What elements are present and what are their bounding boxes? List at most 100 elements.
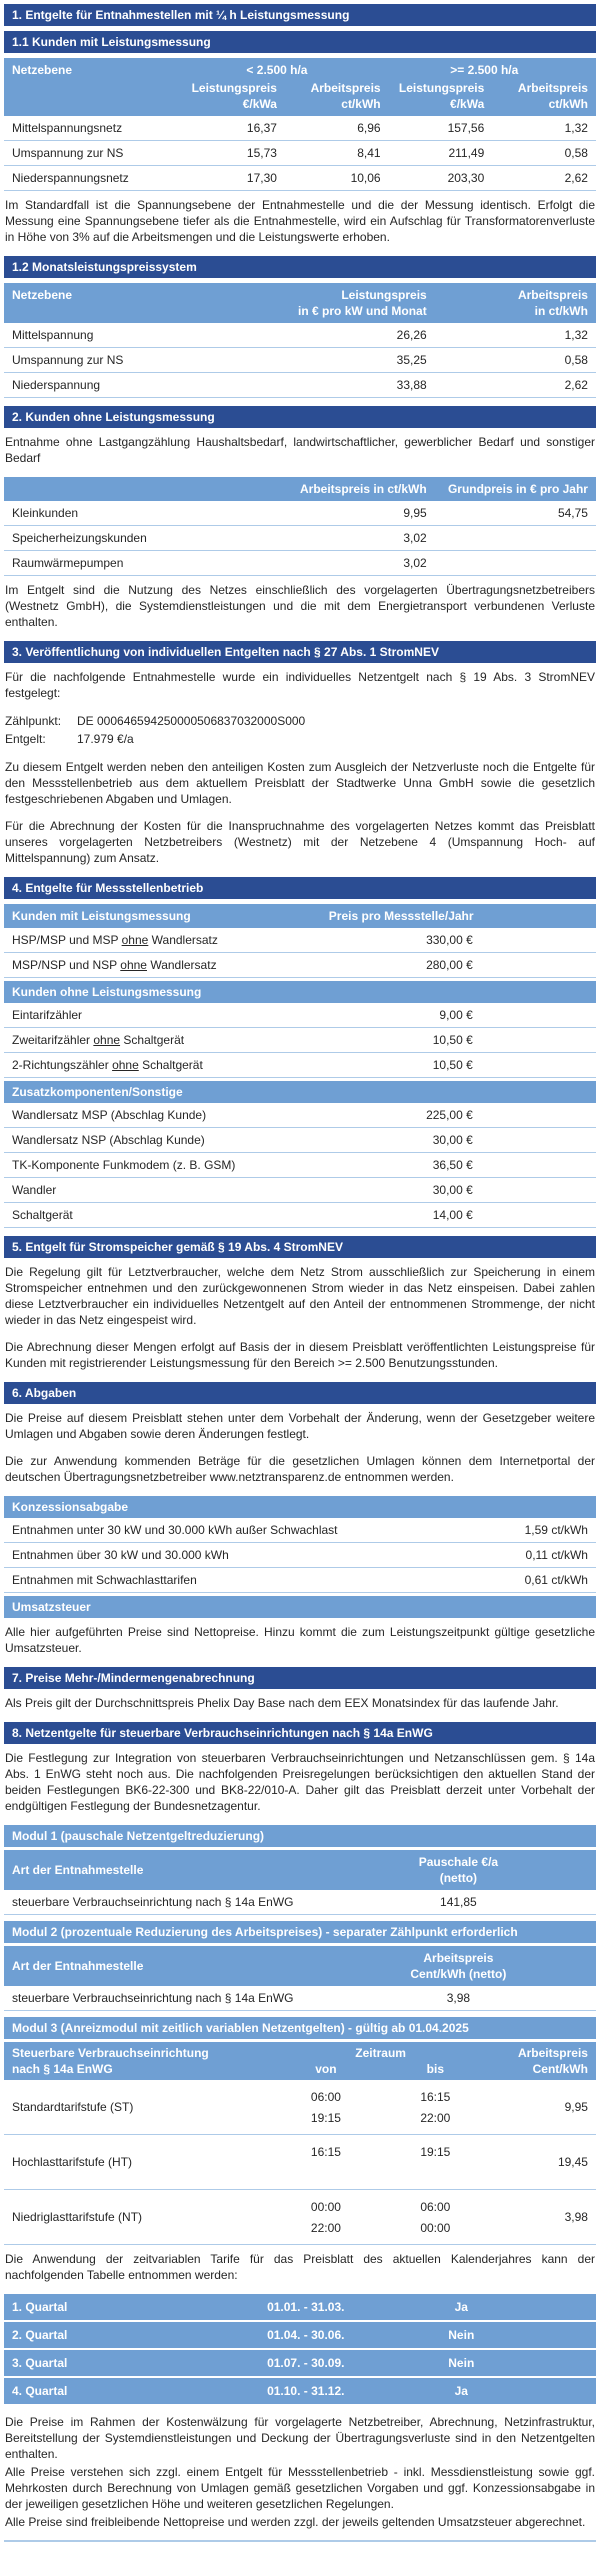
table-cell: Umspannung zur NS — [12, 146, 124, 160]
table-row: Entnahmen unter 30 kW und 30.000 kWh auß… — [4, 1518, 596, 1543]
table-cell: steuerbare Verbrauchseinrichtung nach § … — [12, 1895, 294, 1909]
zaehlpunkt-label: Zählpunkt: — [5, 714, 62, 728]
col-header-grundpreis: Grundpreis in € pro Jahr — [447, 482, 588, 496]
tarifstufe-label: Hochlasttarifstufe (HT) — [12, 2155, 133, 2169]
paragraph-14a-festlegung: Die Festlegung zur Integration von steue… — [5, 1751, 595, 1813]
table-cell: 2. Quartal — [12, 2328, 68, 2342]
tarifstufe-label: Niedriglasttarifstufe (NT) — [12, 2210, 143, 2224]
paragraph-stromspeicher-2: Die Abrechnung dieser Mengen erfolgt auf… — [5, 1340, 595, 1370]
table-cell: 01.04. - 30.06. — [267, 2328, 345, 2342]
col-header-arbeitspreis-netto: Arbeitspreis Cent/kWh (netto) — [410, 1951, 507, 1981]
table-row: HSP/MSP und MSP ohne Wandlersatz 330,00 € — [4, 928, 596, 953]
table-4b-body: Eintarifzähler 9,00 € Zweitarifzähler ohne… — [4, 1003, 596, 1078]
section-1-2-bar: 1.2 Monatsleistungspreissystem — [4, 256, 596, 278]
table-cell: 0,61 ct/kWh — [524, 1573, 588, 1587]
modul-2-body: steuerbare Verbrauchseinrichtung nach § … — [4, 1986, 596, 2011]
col-group-ge-2500: >= 2.500 h/a — [450, 63, 519, 77]
table-cell: Kleinkunden — [12, 506, 79, 520]
col-header-arbeitspreis-1: Arbeitspreis ct/kWh — [310, 81, 381, 111]
table-row: Wandlersatz NSP (Abschlag Kunde) 30,00 € — [4, 1128, 596, 1153]
tarifstufe-label: Standardtarifstufe (ST) — [12, 2100, 134, 2114]
table-cell: Mittelspannung — [12, 328, 94, 342]
modul-2-header: Art der Entnahmestelle Arbeitspreis Cent/… — [4, 1946, 596, 1986]
section-2-bar: 2. Kunden ohne Leistungsmessung — [4, 406, 596, 428]
table-6-body: Entnahmen unter 30 kW und 30.000 kWh auß… — [4, 1518, 596, 1593]
table-cell: HSP/MSP und MSP ohne Wandlersatz — [12, 933, 218, 947]
table-cell: 6,96 — [357, 121, 381, 135]
table-1-2-body: Mittelspannung 26,26 1,32 Umspannung zur NS… — [4, 323, 596, 398]
table-row: Wandlersatz MSP (Abschlag Kunde) 225,00 € — [4, 1103, 596, 1128]
section-3-bar: 3. Veröffentlichung von individuellen En… — [4, 641, 596, 663]
paragraph-stromspeicher-1: Die Regelung gilt für Letztverbraucher, … — [5, 1265, 595, 1327]
table-cell: 10,50 € — [432, 1058, 473, 1072]
table-row: MSP/NSP und NSP ohne Wandlersatz 280,00 € — [4, 953, 596, 978]
table-cell: 1. Quartal — [12, 2300, 68, 2314]
table-row-standardtarifstufe: Standardtarifstufe (ST) 06:00 16:15 19:15… — [4, 2080, 596, 2135]
table-cell: steuerbare Verbrauchseinrichtung nach § … — [12, 1991, 294, 2005]
table-4a-body: HSP/MSP und MSP ohne Wandlersatz 330,00 €… — [4, 928, 596, 978]
zeit-bis: 06:00 — [420, 2199, 451, 2214]
table-cell: 225,00 € — [426, 1108, 473, 1122]
table-cell: 54,75 — [557, 506, 588, 520]
section-1-bar: 1. Entgelte für Entnahmestellen mit ¼ h … — [4, 4, 596, 26]
table-cell: 3,02 — [403, 531, 427, 545]
table-cell: 33,88 — [396, 378, 427, 392]
table-row: Umspannung zur NS 15,73 8,41 211,49 0,58 — [4, 141, 596, 166]
table-leistungsmessung: Netzebene < 2.500 h/a >= 2.500 h/a Leist… — [4, 58, 596, 191]
table-cell: 0,11 ct/kWh — [525, 1548, 588, 1562]
table-row: Schaltgerät 14,00 € — [4, 1203, 596, 1228]
paragraph-abgaben-1: Die Preise auf diesem Preisblatt stehen … — [5, 1411, 595, 1441]
table-row-niedriglasttarifstufe: Niedriglasttarifstufe (NT) 00:00 06:00 22… — [4, 2190, 596, 2245]
zeit-bis: 19:15 — [420, 2144, 451, 2159]
entgelt-value: 17.979 €/a — [77, 732, 134, 746]
paragraph-abgaben-2: Die zur Anwendung kommenden Beträge für … — [5, 1454, 595, 1484]
section-4-bar: 4. Entgelte für Messstellenbetrieb — [4, 877, 596, 899]
zaehlpunkt-value: DE 000646594250000506837032000S000 — [77, 714, 306, 728]
table-cell: Niederspannung — [12, 378, 101, 392]
table-cell: Nein — [448, 2328, 475, 2342]
table-modul-1: Modul 1 (pauschale Netzentgeltreduzierun… — [4, 1825, 596, 1915]
table-modul-2: Modul 2 (prozentuale Reduzierung des Arb… — [4, 1921, 596, 2011]
table-cell: 14,00 € — [432, 1208, 473, 1222]
paragraph-entnahme-ohne: Entnahme ohne Lastgangzählung Haushaltsb… — [5, 435, 595, 465]
subheader-kunden-ohne-leistungsmessung: Kunden ohne Leistungsmessung — [4, 981, 596, 1003]
modul-2-bar: Modul 2 (prozentuale Reduzierung des Arb… — [4, 1921, 596, 1943]
table-row: 3. Quartal 01.07. - 30.09. Nein — [4, 2350, 596, 2378]
table-cell: 36,50 € — [432, 1158, 473, 1172]
table-cell: Niederspannungsnetz — [12, 171, 129, 185]
table-2-body: Kleinkunden 9,95 54,75 Speicherheizungskund… — [4, 501, 596, 576]
modul-1-bar: Modul 1 (pauschale Netzentgeltreduzierun… — [4, 1825, 596, 1847]
table-cell: 330,00 € — [426, 933, 473, 947]
table-row: Eintarifzähler 9,00 € — [4, 1003, 596, 1028]
table-konzessionsabgabe: Konzessionsabgabe Entnahmen unter 30 kW … — [4, 1496, 596, 1618]
table-cell: 30,00 € — [432, 1133, 473, 1147]
table-1-2-header: Netzebene Leistungspreis in € pro kW und … — [4, 283, 596, 323]
table-row: steuerbare Verbrauchseinrichtung nach § … — [4, 1890, 596, 1915]
table-cell: 35,25 — [396, 353, 427, 367]
table-cell: 10,06 — [350, 171, 381, 185]
col-header-leistungspreis: Leistungspreis in € pro kW und Monat — [298, 288, 427, 318]
zeit-von: 19:15 — [310, 2110, 341, 2125]
table-cell: 1,32 — [564, 121, 588, 135]
table-1-1-body: Mittelspannungsnetz 16,37 6,96 157,56 1,32 Um… — [4, 116, 596, 191]
table-cell: 1,59 ct/kWh — [524, 1523, 588, 1537]
section-7-bar: 7. Preise Mehr-/Mindermengenabrechnung — [4, 1667, 596, 1689]
table-row: Mittelspannungsnetz 16,37 6,96 157,56 1,32 — [4, 116, 596, 141]
zeitraum-label: Zeitraum — [355, 2046, 406, 2060]
subheader-zusatzkomponenten: Zusatzkomponenten/Sonstige — [4, 1081, 596, 1103]
subheader-konzessionsabgabe: Konzessionsabgabe — [4, 1496, 596, 1518]
entgelt-row: Entgelt: 17.979 €/a — [5, 731, 595, 747]
subheader-umsatzsteuer: Umsatzsteuer — [4, 1596, 596, 1618]
table-cell: Wandlersatz MSP (Abschlag Kunde) — [12, 1108, 207, 1122]
table-monatsleistungspreis: Netzebene Leistungspreis in € pro kW und … — [4, 283, 596, 398]
table-cell: 9,95 — [403, 506, 427, 520]
table-row: TK-Komponente Funkmodem (z. B. GSM) 36,50… — [4, 1153, 596, 1178]
table-cell: Raumwärmepumpen — [12, 556, 124, 570]
modul-1-header: Art der Entnahmestelle Pauschale €/a (net… — [4, 1850, 596, 1890]
tarif-preis: 3,98 — [564, 2210, 588, 2224]
table-cell: Schaltgerät — [12, 1208, 73, 1222]
col-header-steuerbare-ve: Steuerbare Verbrauchseinrichtung nach § 1… — [12, 2046, 209, 2076]
table-row: Entnahmen über 30 kW und 30.000 kWh 0,11 … — [4, 1543, 596, 1568]
footer-note-2: Alle Preise verstehen sich zzgl. einem E… — [5, 2465, 595, 2511]
